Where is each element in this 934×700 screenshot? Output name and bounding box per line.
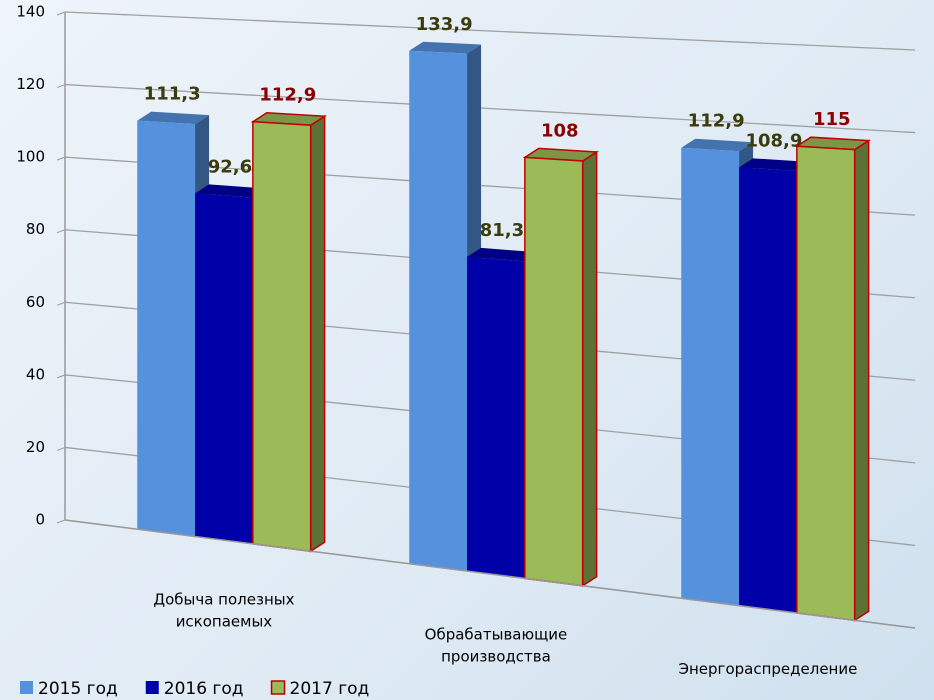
y-tick: [56, 229, 66, 234]
y-tick: [56, 11, 66, 16]
legend-swatch: [270, 680, 286, 695]
bar-top: [137, 111, 210, 125]
bar-front: [409, 50, 468, 572]
y-tick: [56, 446, 66, 451]
bar-front: [524, 156, 584, 587]
bar-side: [581, 150, 598, 588]
y-tick: [56, 301, 66, 306]
y-tick: [56, 84, 66, 89]
y-tick-label: 0: [35, 511, 45, 529]
x-tick-label: ископаемых: [176, 613, 273, 631]
bar-front: [796, 145, 856, 622]
value-label: 108: [541, 120, 579, 141]
y-tick-label: 100: [16, 148, 45, 166]
value-label: 115: [813, 109, 851, 130]
bar-top: [195, 184, 267, 198]
bar-front: [195, 193, 253, 544]
bar: [250, 111, 327, 553]
grid-line: [64, 11, 916, 51]
y-tick-label: 20: [26, 438, 45, 456]
value-label: 108,9: [745, 130, 802, 151]
legend-swatch: [20, 681, 33, 694]
legend-label: 2017 год: [290, 679, 370, 699]
value-label: 81,3: [480, 220, 524, 241]
bar-side: [309, 114, 326, 553]
bar: [794, 136, 871, 622]
y-tick-label: 120: [16, 75, 45, 93]
x-tick-label: Добыча полезных: [153, 591, 294, 609]
value-label: 112,9: [688, 111, 745, 132]
bar-front: [739, 167, 797, 613]
x-tick-label: производства: [441, 647, 551, 665]
bar-top: [681, 138, 754, 152]
y-tick: [56, 156, 66, 161]
bar-top: [409, 41, 482, 54]
legend-swatch: [145, 681, 159, 694]
bar-side: [853, 139, 870, 622]
value-label: 112,9: [259, 85, 316, 106]
bar-front: [252, 120, 312, 553]
x-tick-label: Энергораспределение: [679, 660, 858, 678]
value-label: 111,3: [144, 84, 201, 105]
bar-top: [467, 247, 539, 262]
y-tick: [56, 374, 66, 379]
legend-label: 2016 год: [164, 679, 244, 699]
y-tick-label: 60: [26, 293, 45, 311]
bar-front: [681, 147, 740, 606]
bar: [522, 147, 599, 588]
y-tick-label: 140: [16, 3, 45, 21]
x-axis: [64, 519, 916, 629]
bar-front: [467, 256, 525, 579]
bar-top: [739, 158, 811, 171]
value-label: 133,9: [416, 14, 473, 35]
x-tick-label: Обрабатывающие: [425, 625, 568, 643]
grid-line: [64, 83, 916, 134]
y-tick-label: 40: [26, 365, 45, 383]
value-label: 92,6: [208, 156, 252, 177]
y-tick: [56, 519, 66, 524]
y-tick-label: 80: [26, 220, 45, 238]
legend-label: 2015 год: [38, 679, 118, 699]
bar-front: [137, 120, 196, 537]
